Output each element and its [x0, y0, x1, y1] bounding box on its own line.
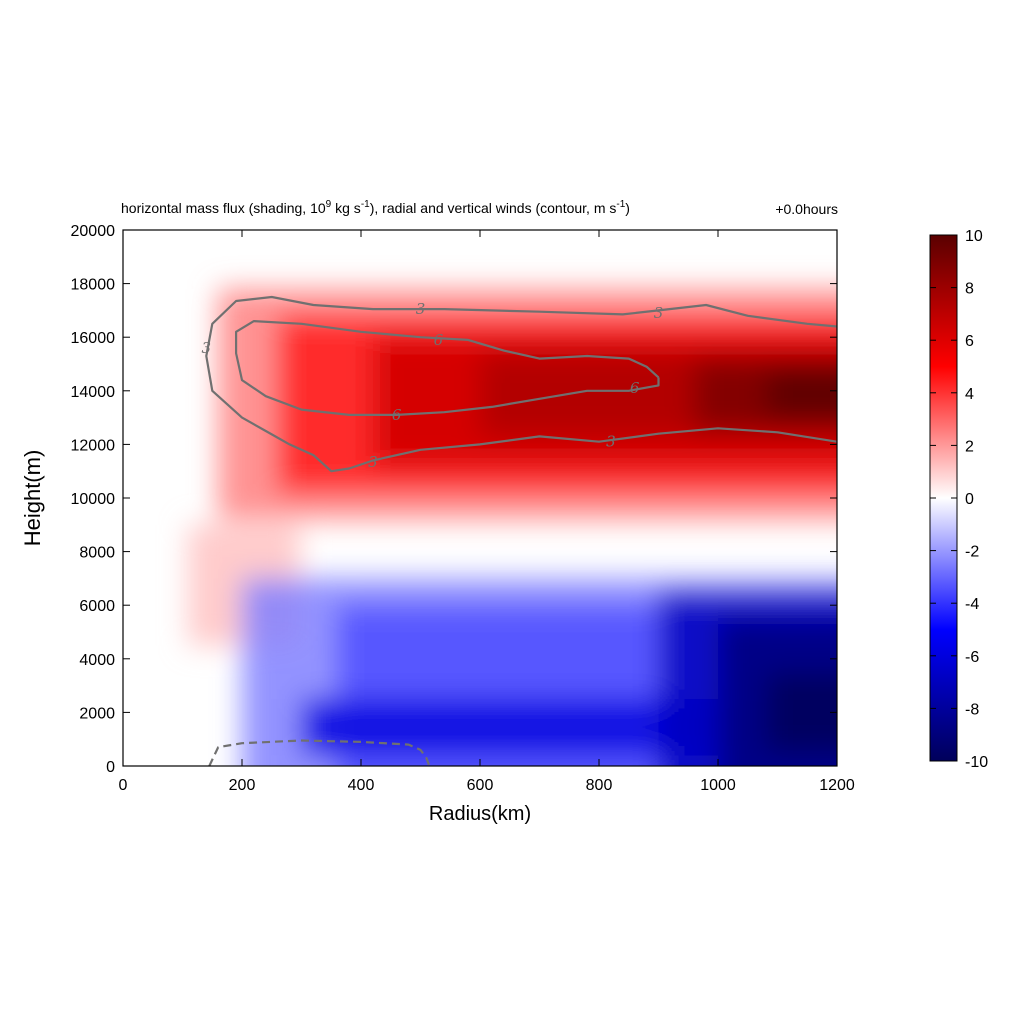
time-label: +0.0hours	[775, 201, 838, 217]
colorbar-tick-label: 2	[965, 438, 974, 455]
x-tick-label: 800	[586, 777, 613, 794]
y-axis: 0 2000 4000 6000 8000 10000 12000 14000 16000 180…	[71, 223, 837, 776]
colorbar-ticks: 10 8 6 4 2 0 -2 -4 -6 -8 -10	[930, 228, 988, 771]
colorbar-tick-label: -8	[965, 701, 979, 718]
x-tick-label: 1200	[819, 777, 855, 794]
colorbar-tick-label: 8	[965, 281, 974, 298]
field-patch	[765, 369, 837, 418]
shaded-field	[188, 288, 837, 766]
field-patch	[765, 672, 837, 753]
colorbar-tick-label: 6	[965, 333, 974, 350]
x-tick-label: 200	[229, 777, 256, 794]
x-tick-label: 1000	[700, 777, 736, 794]
colorbar-tick-label: 4	[965, 386, 974, 403]
colorbar-tick-label: 10	[965, 228, 983, 245]
chart-title: horizontal mass flux (shading, 109 kg s-…	[121, 199, 630, 216]
y-tick-label: 20000	[71, 223, 116, 240]
plot-area	[123, 230, 837, 766]
colorbar-tick-label: -2	[965, 544, 979, 561]
y-tick-label: 10000	[71, 491, 116, 508]
x-tick-label: 600	[467, 777, 494, 794]
contour-label: 6	[392, 406, 402, 424]
contour-label: 3	[606, 433, 616, 451]
contour-line-6	[235, 320, 660, 416]
y-tick-label: 6000	[79, 598, 115, 615]
contour-line-3	[205, 295, 837, 473]
x-tick-label: 400	[348, 777, 375, 794]
y-tick-label: 18000	[71, 277, 116, 294]
contour-label: 6	[434, 331, 444, 349]
y-tick-label: 14000	[71, 384, 116, 401]
contour-lines	[205, 295, 837, 766]
y-tick-label: 0	[106, 759, 115, 776]
contour-line-dashed	[208, 739, 431, 766]
y-tick-label: 2000	[79, 705, 115, 722]
contour-label: 6	[630, 379, 640, 397]
contour-label: 3	[202, 339, 212, 357]
y-tick-label: 4000	[79, 652, 115, 669]
y-axis-title: Height(m)	[20, 450, 45, 547]
y-tick-label: 8000	[79, 545, 115, 562]
y-tick-label: 12000	[71, 437, 116, 454]
contour-label: 3	[416, 300, 426, 318]
contour-label: 3	[368, 453, 378, 471]
colorbar-tick-label: 0	[965, 491, 974, 508]
colorbar-tick-label: -10	[965, 754, 988, 771]
colorbar-tick-label: -4	[965, 596, 979, 613]
x-tick-label: 0	[119, 777, 128, 794]
contour-label: 3	[654, 304, 664, 322]
x-axis: 0 200 400 600 800 1000 1200	[119, 230, 855, 794]
y-tick-label: 16000	[71, 330, 116, 347]
x-axis-title: Radius(km)	[429, 803, 531, 825]
colorbar-tick-label: -6	[965, 649, 979, 666]
